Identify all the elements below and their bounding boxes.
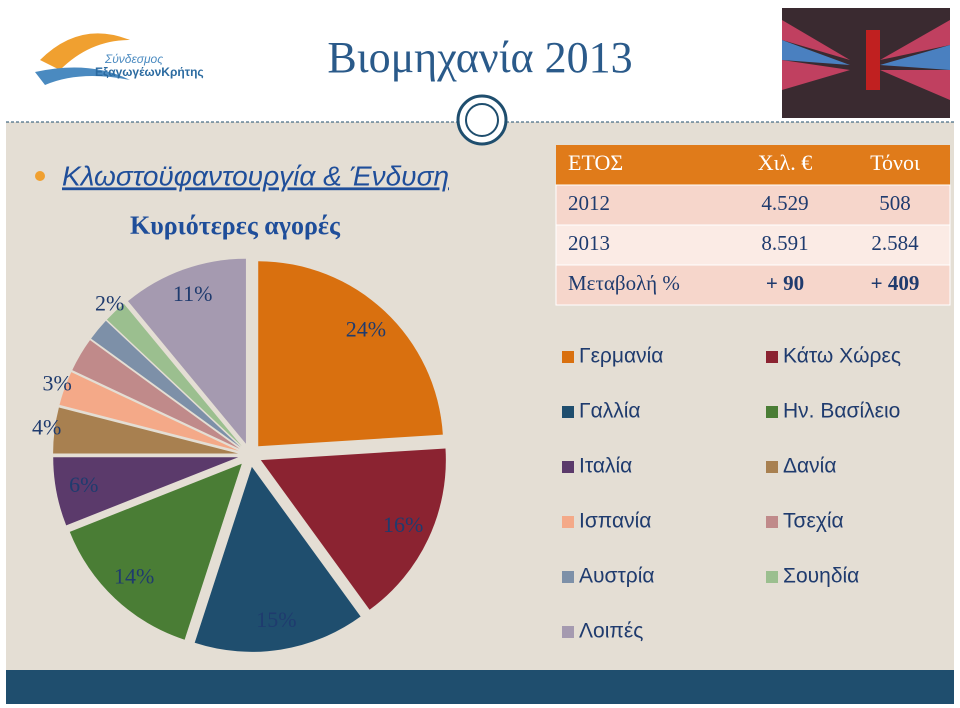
logo-text: Σύνδεσμος [104,52,163,66]
legend: Γερμανία Κάτω Χώρες Γαλλία Ην. Βασίλειο Ιταλ… [562,345,901,643]
table-header: Χιλ. € [758,150,812,175]
table-cell: 508 [879,191,911,215]
footer-bar [6,670,954,704]
pie-slice [59,372,239,451]
data-label: 11% [173,281,213,306]
pie-slice [194,466,361,652]
legend-swatch [766,571,778,583]
table-cell: + 409 [871,271,920,295]
table-cell: 2013 [568,231,610,255]
data-label: 6% [69,472,98,497]
table-cell: + 90 [766,271,804,295]
legend-label: Ην. Βασίλειο [783,400,900,423]
table-cell: 4.529 [761,191,808,215]
legend-label: Ιταλία [579,455,632,478]
data-label: 15% [256,607,296,632]
legend-swatch [766,351,778,363]
legend-swatch [562,351,574,363]
table-row-bg [555,264,951,306]
legend-label: Σουηδία [783,565,859,588]
data-label: 16% [383,512,423,537]
photo [782,8,950,118]
table-header-bg [556,145,950,185]
legend-label: Κάτω Χώρες [783,345,901,368]
pie-chart: 24% 16% 15% 14% 6% 4% 3% 2% 11% [32,258,446,652]
logo-shape [40,33,130,70]
table-cell: 8.591 [761,231,808,255]
table-row-bg [555,224,951,266]
data-label: 3% [42,371,71,396]
legend-label: Γαλλία [579,400,641,423]
pie-slice [53,457,239,526]
pie-slice [128,258,246,444]
data-label: 2% [95,291,124,316]
legend-label: Δανία [783,455,836,478]
table: ΕΤΟΣ Χιλ. € Τόνοι 2012 4.529 508 2013 8.591 2.58… [555,145,951,306]
bullet-text: Κλωστοϋφαντουργία & Ένδυση [62,160,449,191]
legend-label: Ισπανία [579,510,651,533]
logo-shape [35,67,130,85]
legend-swatch [562,571,574,583]
pie-slice [53,407,239,454]
legend-swatch [562,626,574,638]
legend-label: Αυστρία [579,565,655,588]
legend-swatch [766,406,778,418]
legend-label: Τσεχία [783,510,844,533]
legend-label: Γερμανία [579,345,663,368]
legend-swatch [562,461,574,473]
table-cell: 2012 [568,191,610,215]
title: Βιομηχανία 2013 [327,33,632,82]
subtitle: Κυριότερες αγορές [130,211,341,240]
legend-swatch [562,406,574,418]
pie-slice [91,320,241,448]
data-label: 14% [114,563,154,588]
pie-slice [72,340,240,449]
table-header: ΕΤΟΣ [568,150,623,175]
bullet-dot [35,171,45,181]
legend-swatch [766,461,778,473]
table-row-bg [555,184,951,226]
data-label: 4% [32,414,61,439]
legend-label: Λοιπές [579,620,643,643]
pie-slice [258,261,443,447]
pie-slice [260,448,446,610]
logo-text: ΕξαγωγέωνΚρήτης [95,65,204,79]
table-header: Τόνοι [870,150,920,175]
table-cell: Μεταβολή % [568,271,680,295]
pie-slice [106,303,242,447]
pie-slice [69,463,242,640]
ornament [465,103,499,137]
legend-swatch [562,516,574,528]
table-cell: 2.584 [871,231,919,255]
legend-swatch [766,516,778,528]
data-label: 24% [346,317,386,342]
